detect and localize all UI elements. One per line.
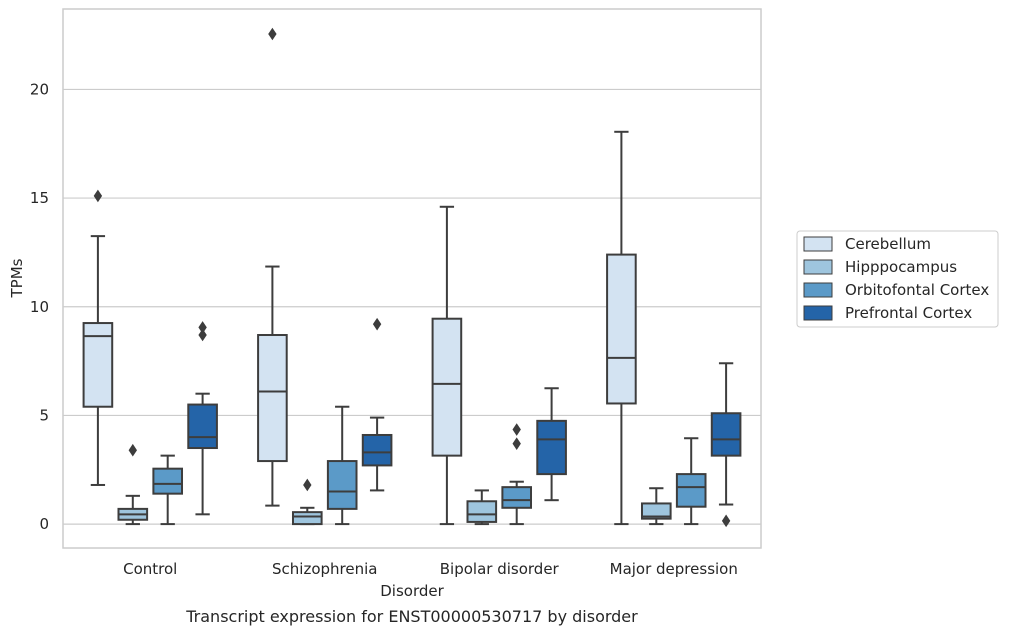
box-iqr	[431, 317, 463, 457]
box-iqr	[326, 460, 358, 510]
outlier-point	[198, 321, 207, 334]
legend-frame	[796, 230, 999, 328]
legend: Cerebellum Hipppocampus Orbitofontal Corte…	[796, 230, 999, 328]
box-iqr	[361, 433, 393, 467]
box-3-3	[710, 362, 742, 528]
box-iqr	[257, 334, 288, 463]
box-1-2	[466, 489, 498, 526]
box-iqr	[152, 467, 184, 495]
y-tick-label: 10	[30, 298, 49, 316]
box-1-3	[640, 487, 672, 526]
legend-swatch	[803, 259, 833, 275]
outlier-point	[303, 478, 312, 492]
box-3-2	[536, 387, 567, 502]
box-1-0	[117, 443, 149, 526]
box-0-3	[606, 130, 637, 526]
x-tick-label: Bipolar disorder	[440, 560, 560, 578]
legend-entry: Cerebellum	[803, 235, 931, 253]
y-tick-labels: 0 5 10 15 20	[30, 80, 49, 533]
box-0-0	[82, 189, 114, 486]
y-axis-label: TPMs	[8, 258, 26, 298]
legend-entry: Prefrontal Cortex	[803, 304, 972, 322]
y-tick-label: 0	[39, 515, 49, 533]
outlier-point	[512, 437, 521, 450]
x-tick-label: Schizophrenia	[272, 560, 377, 578]
grid-lines	[63, 88, 761, 525]
box-3-1	[361, 317, 393, 492]
outlier-point	[372, 317, 382, 331]
box-3-0	[187, 321, 218, 516]
box-iqr	[466, 500, 498, 523]
outlier-point	[93, 189, 103, 203]
box-iqr	[710, 412, 742, 457]
box-2-3	[675, 437, 707, 526]
legend-label: Prefrontal Cortex	[845, 304, 972, 322]
y-tick-label: 5	[39, 406, 49, 424]
box-1-1	[291, 478, 323, 526]
legend-label: Cerebellum	[845, 235, 931, 253]
outlier-point	[198, 328, 207, 342]
box-2-0	[152, 454, 184, 526]
x-tick-label: Control	[123, 560, 177, 578]
legend-swatch	[803, 236, 833, 252]
outlier-point	[721, 514, 731, 528]
legend-swatch	[803, 282, 833, 298]
legend-label: Hipppocampus	[845, 258, 957, 276]
legend-label: Orbitofontal Cortex	[845, 281, 989, 299]
box-iqr	[675, 473, 707, 508]
box-iqr	[640, 502, 672, 520]
box-0-2	[431, 205, 463, 526]
box-iqr	[187, 403, 218, 450]
box-series	[82, 27, 742, 528]
legend-swatch	[803, 305, 833, 321]
x-tick-labels: Control Schizophrenia Bipolar disorder Majo…	[123, 560, 738, 578]
outlier-point	[512, 423, 521, 436]
chart-caption: Transcript expression for ENST0000053071…	[185, 607, 638, 626]
plot-area	[62, 8, 762, 549]
y-tick-label: 20	[30, 80, 49, 98]
box-2-2	[501, 423, 533, 526]
box-iqr	[536, 419, 567, 476]
box-iqr	[291, 511, 323, 526]
legend-entry: Orbitofontal Cortex	[803, 281, 989, 299]
y-tick-label: 15	[30, 189, 49, 207]
box-0-1	[257, 27, 288, 507]
x-tick-label: Major depression	[610, 560, 738, 578]
box-iqr	[501, 486, 533, 509]
x-axis-label: Disorder	[380, 582, 444, 600]
box-iqr	[606, 253, 637, 405]
box-2-1	[326, 405, 358, 526]
outlier-point	[268, 27, 277, 41]
legend-entry: Hipppocampus	[803, 258, 957, 276]
outlier-point	[128, 443, 138, 457]
